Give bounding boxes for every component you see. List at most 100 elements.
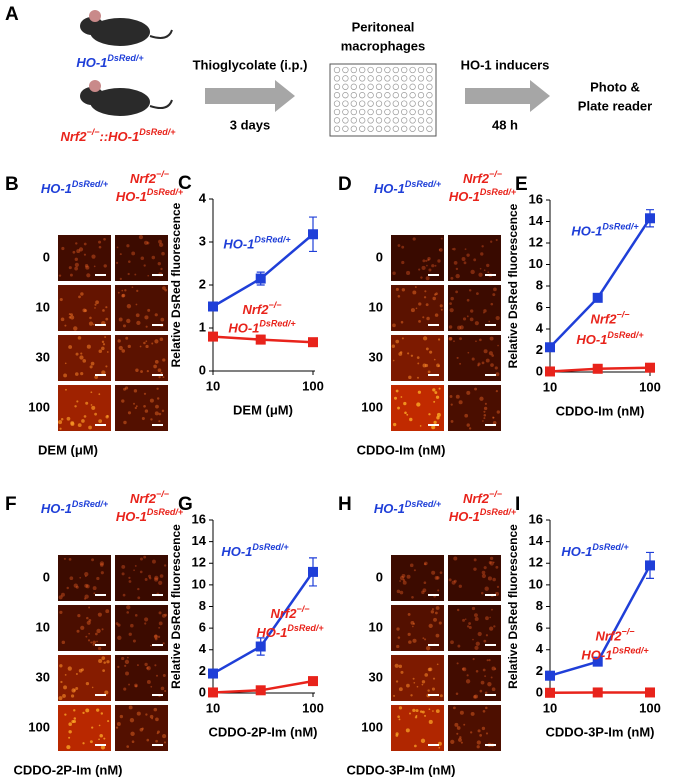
micrograph-speck [459,362,462,365]
y-tick-label: 10 [529,576,543,591]
micrograph-speck [492,416,495,419]
superscript: DsRed/+ [602,222,639,232]
readout-label: Plate reader [578,98,652,113]
micrograph-speck [485,706,488,710]
well [333,125,341,132]
micrograph-speck [98,724,101,727]
micrograph-speck [64,713,67,716]
micrograph-speck [458,400,463,405]
well [342,66,349,74]
micrograph-speck [435,633,440,638]
micrograph-speck [480,591,484,595]
micrograph-speck [454,722,459,727]
data-point [592,687,603,698]
y-tick-label: 2 [536,663,543,678]
micrograph-speck [436,412,441,417]
micrograph-speck [130,623,134,628]
micrograph-speck [98,419,103,424]
micrograph-speck [432,710,434,712]
micrograph-speck [134,614,138,617]
micrograph-speck [488,320,491,323]
micrograph-speck [489,336,494,341]
micrograph-speck [461,257,466,261]
row-label: 0 [376,569,383,584]
arrow [465,80,550,112]
micrograph-speck [123,420,127,425]
micrograph-speck [91,726,94,729]
micrograph-speck [438,248,443,252]
micrograph-speck [131,740,135,744]
superscript: DsRed/+ [139,127,176,137]
micrograph-speck [427,256,431,261]
micrograph-speck [101,370,106,375]
micrograph-speck [149,398,154,403]
micrograph-speck [395,389,399,393]
micrograph-speck [434,391,438,394]
micrograph-speck [124,289,127,292]
micrograph-speck [128,576,131,579]
series-label: HO-1DsRed/+ [223,235,291,252]
micrograph-speck [130,731,135,736]
micrograph-speck [485,358,490,363]
mouse-label: HO-1DsRed/+ [76,53,144,70]
y-tick-label: 14 [529,533,544,548]
micrograph-speck [64,324,67,327]
micrograph [391,705,444,751]
mouse-label: Nrf2−/−::HO-1DsRed/+ [60,127,176,144]
data-point [308,566,318,577]
micrograph-speck [83,253,87,256]
micrograph-speck [154,664,157,667]
well [417,75,425,82]
micrograph-speck [469,317,474,322]
micrograph-speck [148,576,152,580]
micrograph-speck [70,422,75,427]
well [350,125,357,132]
micrograph-speck [59,297,63,302]
micrograph-speck [495,390,498,393]
well [342,100,349,107]
micrograph-speck [132,639,136,643]
micrograph-speck [464,413,469,418]
well [392,125,399,132]
micrograph-speck [421,683,424,686]
micrograph-speck [419,425,422,427]
micrograph-speck [58,420,63,425]
micrograph-speck [485,732,489,735]
micrograph-speck [474,645,479,650]
micrograph-speck [466,253,470,257]
micrograph-speck [123,687,127,691]
micrograph-speck [145,713,148,716]
well [409,75,416,82]
micrograph-speck [141,727,144,730]
micrograph-speck [163,741,166,744]
micrograph-speck [474,616,479,621]
micrograph-speck [430,610,435,614]
micrograph-speck [416,402,421,407]
y-tick-label: 2 [536,342,543,357]
micrograph-speck [162,358,166,362]
y-tick-label: 4 [536,641,544,656]
well [409,117,416,124]
micrograph-speck [96,640,98,643]
panel-label: G [178,494,193,515]
micrograph-speck [492,293,496,297]
micrograph-speck [158,242,164,248]
micrograph-speck [94,303,97,306]
text-run: HO-1 [228,321,259,336]
micrograph-speck [439,694,443,698]
micrograph-speck [424,714,427,717]
micrograph-speck [459,325,464,330]
well [417,117,425,124]
micrograph-speck [450,276,454,280]
micrograph-speck [427,689,430,692]
micrograph-speck [162,376,165,378]
well [417,100,425,107]
micrograph-speck [162,674,166,677]
micrograph-speck [439,304,443,308]
micrograph-speck [410,308,415,313]
micrograph-speck [117,635,122,641]
micrograph-speck [424,673,429,677]
column-header: HO-1DsRed/+ [116,507,184,524]
well [426,100,433,107]
micrograph-speck [160,371,163,375]
